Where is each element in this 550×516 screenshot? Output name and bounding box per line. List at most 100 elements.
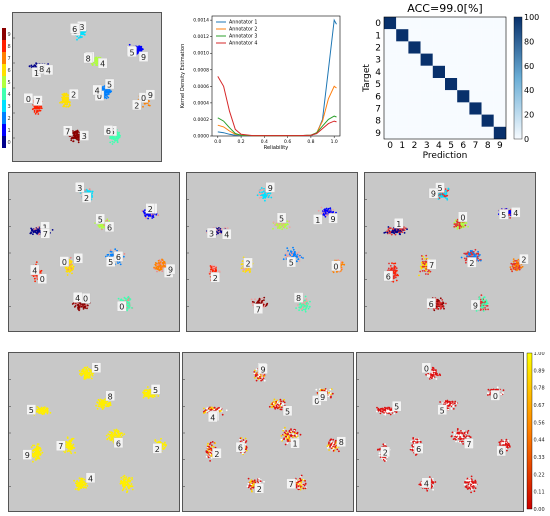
embedding-point — [109, 250, 112, 253]
embedding-point — [126, 302, 129, 304]
embedding-point — [40, 269, 43, 272]
embedding-point — [422, 260, 424, 263]
embedding-point — [126, 491, 128, 494]
cm-title: ACC=99.0[%] — [407, 2, 482, 15]
embedding-point — [122, 482, 124, 485]
embedding-point — [427, 273, 429, 275]
embedding-point — [110, 437, 113, 440]
embedding-point — [513, 267, 516, 270]
cm-cell — [445, 126, 458, 139]
embedding-point — [514, 265, 517, 267]
embedding-point — [115, 139, 117, 142]
cm-x-tick: 3 — [424, 141, 430, 151]
embedding-point — [60, 101, 63, 103]
embedding-point — [73, 302, 76, 304]
cm-cell — [384, 90, 397, 103]
digit-thumbnail: 0 — [59, 256, 70, 267]
embedding-point — [427, 270, 429, 273]
embedding-point — [143, 389, 146, 392]
embedding-point — [463, 225, 466, 228]
colorbar-tick: 3 — [8, 104, 11, 110]
embedding-point — [117, 138, 119, 140]
embedding-point — [142, 105, 144, 108]
embedding-point — [308, 306, 311, 308]
embedding-point — [104, 93, 107, 95]
embedding-point — [281, 222, 284, 225]
embedding-point — [251, 300, 254, 303]
embedding-point — [115, 428, 118, 431]
embedding-point — [30, 229, 33, 232]
embedding-point — [261, 378, 264, 381]
embedding-point — [84, 377, 87, 380]
embedding-point — [291, 254, 293, 257]
embedding-point — [100, 402, 103, 405]
cm-cell — [396, 65, 409, 78]
embedding-point — [67, 447, 70, 450]
cm-cell — [481, 17, 494, 30]
embedding-point — [286, 227, 288, 230]
embedding-middle-1-canvas: 3215530000227669944 — [9, 182, 176, 312]
digit-thumbnail: 9 — [165, 263, 176, 275]
embedding-point — [101, 224, 104, 227]
embedding-point — [486, 302, 489, 305]
embedding-point — [383, 232, 386, 234]
kde-legend-entry: Annotator 3 — [229, 34, 257, 40]
embedding-point — [443, 192, 446, 195]
embedding-point — [441, 299, 444, 301]
cm-cell — [420, 53, 433, 66]
embedding-point — [220, 228, 223, 231]
embedding-point — [96, 60, 98, 63]
embedding-point — [484, 308, 487, 311]
embedding-point — [218, 270, 221, 273]
embedding-point — [32, 275, 35, 278]
embedding-point — [215, 230, 218, 233]
embedding-point — [146, 390, 149, 392]
embedding-point — [80, 487, 82, 489]
embedding-point — [304, 299, 306, 302]
embedding-point — [61, 93, 64, 96]
embedding-point — [87, 372, 90, 374]
embedding-point — [47, 63, 49, 65]
cm-x-tick: 5 — [448, 141, 454, 151]
embedding-point — [147, 397, 150, 400]
embedding-point — [139, 45, 141, 48]
embedding-point — [259, 193, 262, 196]
embedding-point — [32, 444, 34, 447]
digit-thumbnail: 2 — [81, 192, 92, 203]
embedding-point — [337, 258, 339, 261]
colorbar-tick: 2 — [8, 116, 11, 122]
digit-thumbnail: 2 — [243, 257, 253, 268]
colorbar-tick: 7 — [8, 56, 11, 62]
embedding-point — [78, 369, 81, 372]
embedding-point — [103, 403, 106, 405]
digit-thumbnail: 6 — [103, 125, 114, 136]
embedding-point — [295, 307, 297, 309]
embedding-point — [387, 269, 390, 271]
cm-x-tick: 4 — [436, 141, 442, 151]
embedding-point — [392, 276, 395, 279]
embedding-point — [330, 211, 332, 213]
embedding-point — [443, 307, 445, 310]
embedding-point — [97, 224, 100, 227]
embedding-point — [94, 62, 97, 65]
embedding-point — [266, 192, 269, 195]
embedding-point — [131, 485, 134, 488]
embedding-point — [387, 267, 390, 270]
cm-cell — [493, 29, 506, 42]
embedding-point — [116, 141, 119, 143]
cm-cell — [384, 78, 397, 91]
embedding-point — [436, 307, 439, 310]
embedding-point — [82, 480, 84, 482]
cm-cell — [432, 29, 445, 42]
embedding-point — [263, 304, 266, 307]
embedding-point — [224, 227, 226, 229]
embedding-point — [386, 231, 389, 234]
embedding-point — [107, 433, 110, 435]
embedding-point — [214, 269, 217, 272]
embedding-point — [40, 409, 42, 412]
embedding-point — [260, 379, 262, 382]
embedding-point — [264, 199, 266, 202]
embedding-point — [28, 65, 31, 68]
digit-thumbnail: 2 — [145, 203, 155, 214]
